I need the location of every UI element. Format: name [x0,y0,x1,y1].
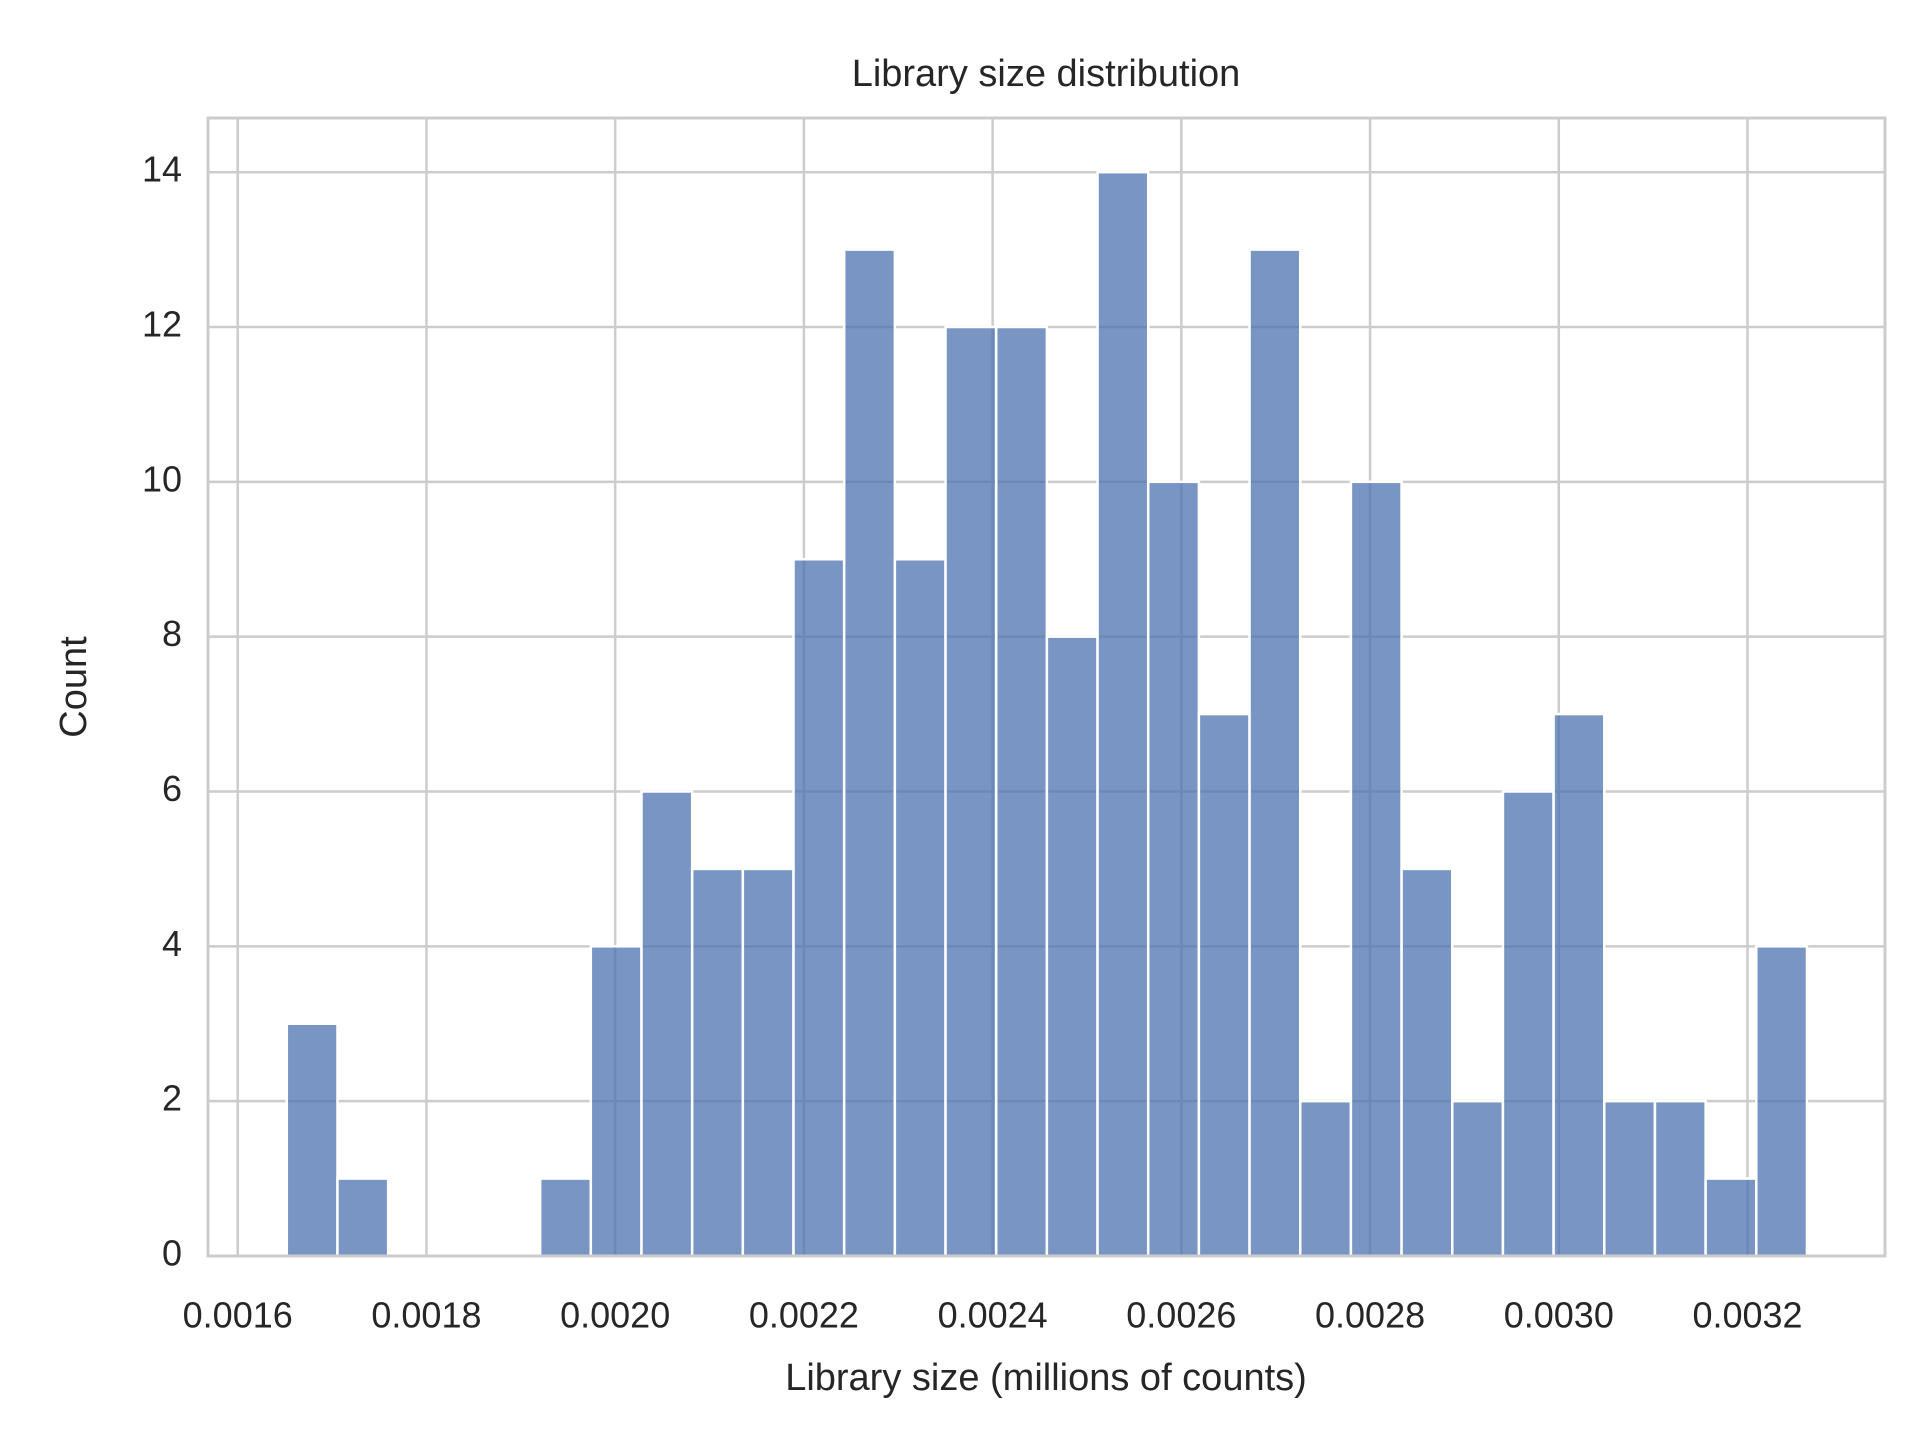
bar [1298,1099,1353,1258]
bar [1653,1099,1707,1258]
bar [336,1177,390,1258]
bar [1451,1099,1505,1258]
x-tick-label: 0.0020 [560,1295,670,1336]
x-tick-label: 0.0024 [938,1295,1048,1336]
bar [1755,945,1809,1258]
y-tick-label: 10 [142,458,182,499]
bar [690,867,745,1258]
bar [792,558,846,1258]
chart-title: Library size distribution [852,53,1241,95]
bar [1349,480,1403,1258]
bars [285,170,1809,1258]
bar [589,945,643,1258]
x-tick-label: 0.0026 [1126,1295,1236,1336]
x-tick-label: 0.0028 [1315,1295,1425,1336]
bar [1197,712,1251,1258]
y-tick-label: 14 [142,149,182,190]
bar [1248,248,1302,1258]
x-tick-label: 0.0022 [749,1295,859,1336]
y-tick-label: 6 [162,768,182,809]
bar [538,1177,593,1258]
y-tick-label: 12 [142,304,182,345]
bar [994,325,1049,1258]
x-tick-label: 0.0030 [1504,1295,1614,1336]
bar [1552,712,1606,1258]
y-axis-label: Count [53,636,95,738]
y-tick-label: 2 [162,1078,182,1119]
bar [1146,480,1201,1258]
bar [1603,1099,1657,1258]
bar [1704,1177,1758,1258]
x-tick-label: 0.0018 [371,1295,481,1336]
plot-frame [206,116,1887,1258]
x-tick-label: 0.0032 [1692,1295,1802,1336]
bar [1501,790,1555,1258]
bar [842,248,897,1258]
bar [285,1022,339,1258]
y-tick-label: 8 [162,613,182,654]
bar [741,867,795,1258]
y-tick-label: 4 [162,923,182,964]
x-axis-label: Library size (millions of counts) [785,1357,1307,1399]
bar [640,790,694,1258]
bar [1096,170,1150,1258]
y-tick-label: 0 [162,1233,182,1274]
bar [1045,635,1099,1258]
bar [1400,867,1454,1258]
bar [944,325,998,1258]
bar [893,558,947,1258]
x-tick-label: 0.0016 [183,1295,293,1336]
